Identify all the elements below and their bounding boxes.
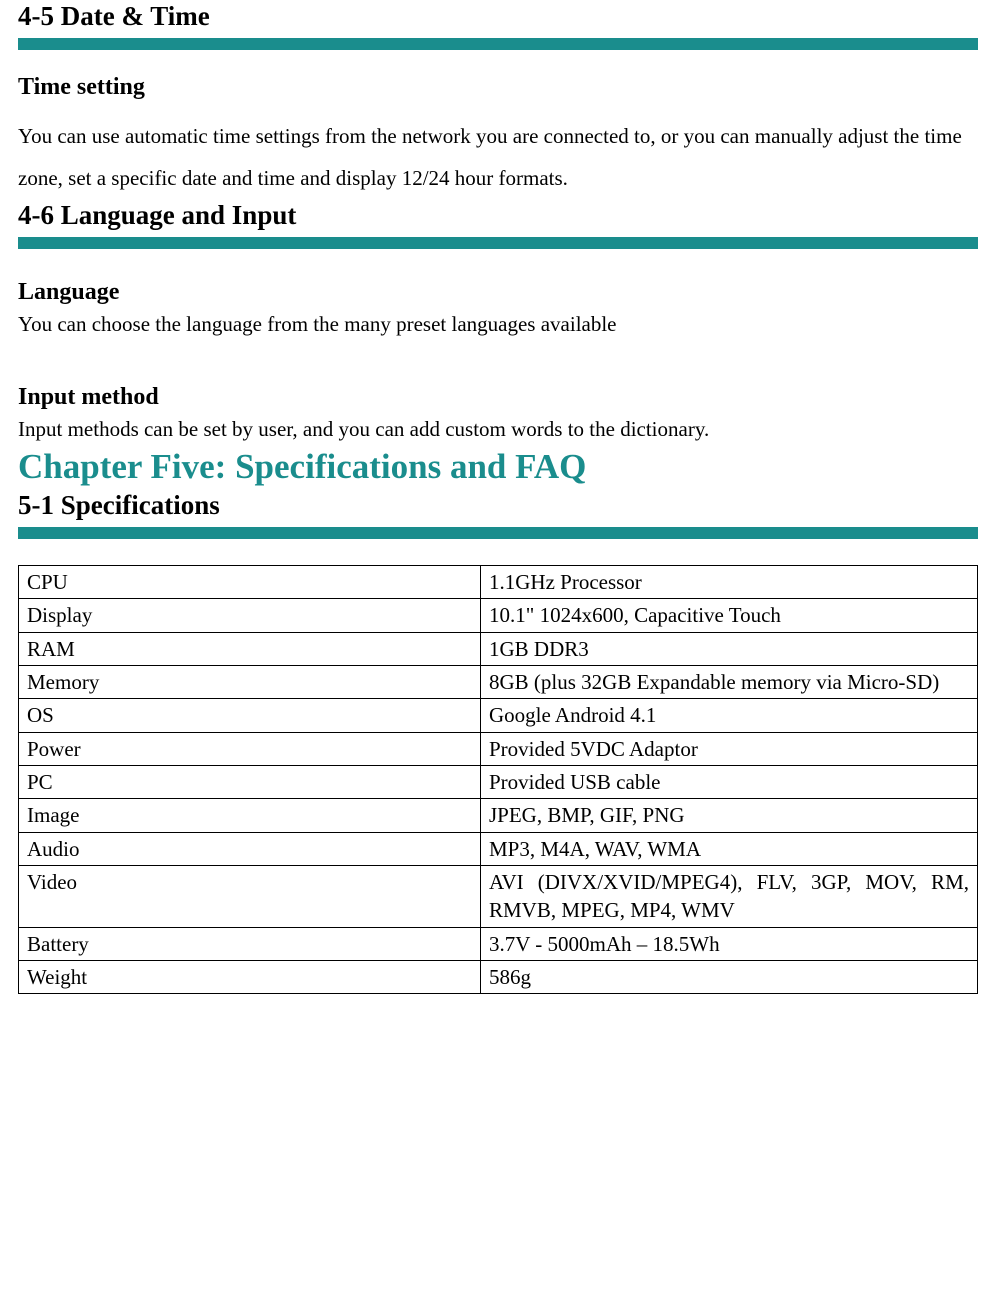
body-text: You can choose the language from the man… xyxy=(18,310,978,338)
table-row: PCProvided USB cable xyxy=(19,766,978,799)
spec-value: 10.1" 1024x600, Capacitive Touch xyxy=(481,599,978,632)
table-row: PowerProvided 5VDC Adaptor xyxy=(19,732,978,765)
spec-key: OS xyxy=(19,699,481,732)
table-row: CPU1.1GHz Processor xyxy=(19,566,978,599)
section-rule xyxy=(18,38,978,50)
spec-value: MP3, M4A, WAV, WMA xyxy=(481,832,978,865)
body-text: You can use automatic time settings from… xyxy=(18,115,978,199)
spec-value: JPEG, BMP, GIF, PNG xyxy=(481,799,978,832)
spec-key: Audio xyxy=(19,832,481,865)
subsection-language: Language xyxy=(18,277,978,308)
spec-key: RAM xyxy=(19,632,481,665)
spec-value: 1GB DDR3 xyxy=(481,632,978,665)
spec-value: Provided 5VDC Adaptor xyxy=(481,732,978,765)
section-rule xyxy=(18,527,978,539)
specifications-table-body: CPU1.1GHz ProcessorDisplay10.1" 1024x600… xyxy=(19,566,978,994)
spec-key: Image xyxy=(19,799,481,832)
table-row: Weight586g xyxy=(19,961,978,994)
table-row: Battery3.7V - 5000mAh – 18.5Wh xyxy=(19,927,978,960)
table-row: Memory8GB (plus 32GB Expandable memory v… xyxy=(19,666,978,699)
section-heading-4-6: 4-6 Language and Input xyxy=(18,199,978,233)
spec-key: Power xyxy=(19,732,481,765)
section-heading-4-5: 4-5 Date & Time xyxy=(18,0,978,34)
table-row: Display10.1" 1024x600, Capacitive Touch xyxy=(19,599,978,632)
spec-value: 3.7V - 5000mAh – 18.5Wh xyxy=(481,927,978,960)
chapter-title: Chapter Five: Specifications and FAQ xyxy=(18,444,978,490)
spec-value: 586g xyxy=(481,961,978,994)
spec-key: Display xyxy=(19,599,481,632)
spec-value: 1.1GHz Processor xyxy=(481,566,978,599)
subsection-input-method: Input method xyxy=(18,382,978,413)
spec-value: Google Android 4.1 xyxy=(481,699,978,732)
table-row: AudioMP3, M4A, WAV, WMA xyxy=(19,832,978,865)
section-heading-5-1: 5-1 Specifications xyxy=(18,489,978,523)
spec-key: PC xyxy=(19,766,481,799)
section-rule xyxy=(18,237,978,249)
table-row: ImageJPEG, BMP, GIF, PNG xyxy=(19,799,978,832)
spec-key: Weight xyxy=(19,961,481,994)
spec-value: Provided USB cable xyxy=(481,766,978,799)
subsection-time-setting: Time setting xyxy=(18,72,978,103)
body-text: Input methods can be set by user, and yo… xyxy=(18,415,978,443)
spec-key: Video xyxy=(19,866,481,928)
spec-value: AVI (DIVX/XVID/MPEG4), FLV, 3GP, MOV, RM… xyxy=(481,866,978,928)
table-row: RAM1GB DDR3 xyxy=(19,632,978,665)
spec-key: Battery xyxy=(19,927,481,960)
spec-key: CPU xyxy=(19,566,481,599)
specifications-table: CPU1.1GHz ProcessorDisplay10.1" 1024x600… xyxy=(18,565,978,994)
spec-key: Memory xyxy=(19,666,481,699)
spec-value: 8GB (plus 32GB Expandable memory via Mic… xyxy=(481,666,978,699)
table-row: VideoAVI (DIVX/XVID/MPEG4), FLV, 3GP, MO… xyxy=(19,866,978,928)
table-row: OSGoogle Android 4.1 xyxy=(19,699,978,732)
